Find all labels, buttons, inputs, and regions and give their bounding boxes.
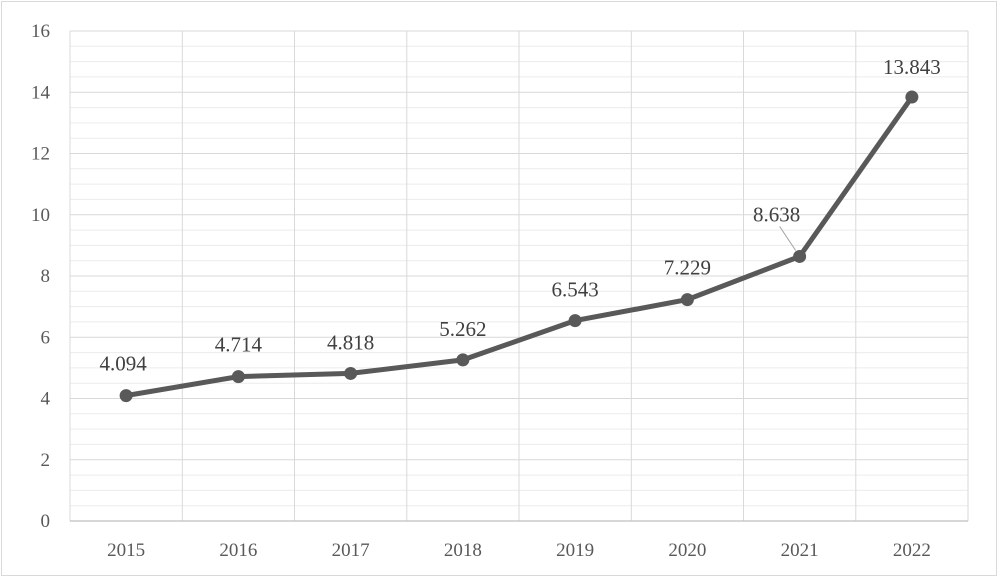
y-tick-label: 2 (41, 450, 51, 471)
x-tick-label: 2016 (219, 540, 257, 561)
data-label: 7.229 (664, 256, 711, 280)
x-tick-label: 2015 (107, 540, 145, 561)
data-point (456, 353, 470, 367)
series-line-path (123, 94, 915, 399)
data-point (344, 366, 358, 380)
data-point (119, 389, 133, 403)
data-label: 4.818 (327, 330, 374, 354)
data-label: 6.543 (552, 278, 599, 302)
x-tick-label: 2019 (556, 540, 594, 561)
data-labels: 4.094 4.714 4.818 5.262 6.543 7.229 8.638 13.84… (100, 55, 941, 376)
data-point (905, 90, 919, 104)
data-label: 8.638 (753, 202, 800, 226)
y-axis-ticks: 0 2 4 6 8 10 12 14 16 (31, 21, 51, 532)
x-tick-label: 2018 (444, 540, 482, 561)
y-tick-label: 8 (41, 266, 51, 287)
x-tick-label: 2021 (781, 540, 819, 561)
gridlines (69, 30, 969, 522)
x-tick-label: 2020 (668, 540, 706, 561)
data-point (568, 314, 582, 328)
x-tick-label: 2022 (893, 540, 931, 561)
y-tick-label: 6 (41, 327, 51, 348)
y-tick-label: 12 (31, 144, 50, 165)
y-tick-label: 14 (31, 82, 51, 103)
data-point (231, 370, 245, 384)
data-point (680, 293, 694, 307)
label-leader-line (779, 226, 797, 251)
y-tick-label: 0 (41, 511, 51, 532)
y-tick-label: 16 (31, 21, 50, 42)
data-label: 13.843 (883, 55, 941, 79)
x-axis-ticks: 2015 2016 2017 2018 2019 2020 2021 2022 (107, 540, 931, 561)
y-tick-label: 4 (41, 389, 51, 410)
x-tick-label: 2017 (332, 540, 370, 561)
data-point (793, 249, 807, 263)
y-tick-label: 10 (31, 205, 50, 226)
data-label: 5.262 (439, 317, 486, 341)
series-line (119, 90, 919, 403)
data-label: 4.714 (215, 333, 263, 357)
data-label: 4.094 (100, 352, 148, 376)
